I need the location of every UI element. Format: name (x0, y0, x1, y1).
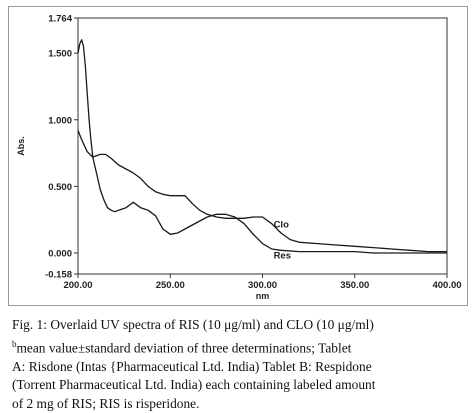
x-tick-label: 250.00 (156, 280, 185, 291)
y-tick-label: 1.764 (48, 14, 72, 25)
x-tick-label: 400.00 (432, 280, 461, 291)
y-tick-label: -0.158 (45, 270, 72, 281)
figure-caption: Fig. 1: Overlaid UV spectra of RIS (10 μ… (12, 316, 468, 413)
x-axis-label: nm (256, 291, 270, 301)
caption-line-5: of 2 mg of RIS; RIS is risperidone. (12, 395, 200, 411)
plot-area-border (77, 17, 448, 275)
x-tick-label: 350.00 (340, 280, 369, 291)
y-tick-label: 1.500 (48, 49, 72, 60)
x-tick-label: 200.00 (63, 280, 92, 291)
y-tick-label: 0.500 (48, 182, 72, 193)
x-tick-label: 300.00 (248, 280, 277, 291)
caption-line-4: (Torrent Pharmaceutical Ltd. India) each… (12, 377, 376, 393)
caption-line-3: A: Risdone (Intas {Pharmaceutical Ltd. I… (12, 358, 372, 374)
y-tick-label: 0.000 (48, 248, 72, 259)
y-tick-label: 1.000 (48, 115, 72, 126)
caption-superscript: b (12, 338, 17, 349)
series-annotation-clo: Clo (274, 220, 290, 231)
caption-line-2: bmean value±standard deviation of three … (12, 335, 468, 358)
series-line-clo (77, 130, 447, 253)
series-line-res (77, 39, 447, 254)
series-annotation-res: Res (274, 250, 291, 261)
caption-line-2-text: mean value±standard deviation of three d… (16, 340, 352, 356)
y-axis-label: Abs. (16, 136, 26, 156)
caption-line-1: Fig. 1: Overlaid UV spectra of RIS (10 μ… (12, 317, 374, 332)
